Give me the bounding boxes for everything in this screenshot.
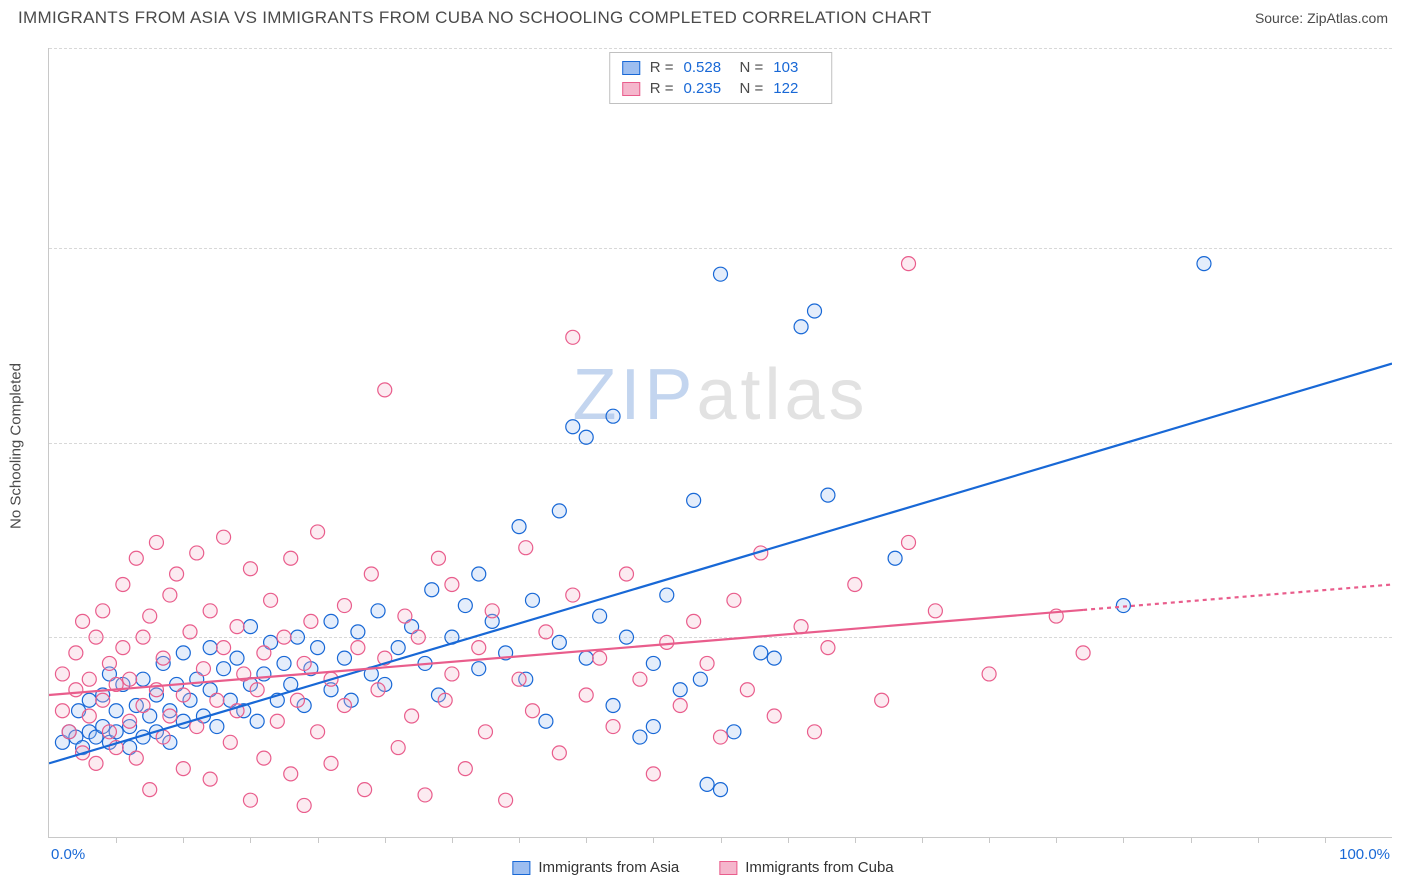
- y-tick-label: 3.8%: [1400, 629, 1406, 646]
- x-tick-max: 100.0%: [1339, 846, 1390, 863]
- legend-item-asia: Immigrants from Asia: [512, 859, 679, 876]
- legend-swatch-cuba: [719, 861, 737, 875]
- legend-swatch-cuba: [622, 82, 640, 96]
- y-tick-label: 15.0%: [1400, 40, 1406, 57]
- legend-stats-row: R = 0.235 N = 122: [622, 78, 820, 99]
- legend-item-cuba: Immigrants from Cuba: [719, 859, 893, 876]
- x-tick-min: 0.0%: [51, 846, 85, 863]
- legend-label-asia: Immigrants from Asia: [538, 859, 679, 876]
- legend-stats-row: R = 0.528 N = 103: [622, 57, 820, 78]
- legend-swatch-asia: [512, 861, 530, 875]
- n-label: N =: [740, 59, 764, 76]
- n-value-cuba: 122: [773, 80, 819, 97]
- legend-series: Immigrants from Asia Immigrants from Cub…: [512, 859, 893, 876]
- y-tick-label: 7.5%: [1400, 434, 1406, 451]
- n-value-asia: 103: [773, 59, 819, 76]
- source-label: Source:: [1255, 10, 1303, 26]
- chart-title: IMMIGRANTS FROM ASIA VS IMMIGRANTS FROM …: [18, 8, 932, 28]
- plot-svg: [49, 48, 1392, 837]
- y-tick-label: 11.2%: [1400, 239, 1406, 256]
- r-value-cuba: 0.235: [684, 80, 730, 97]
- legend-swatch-asia: [622, 61, 640, 75]
- chart-plot-area: ZIPatlas R = 0.528 N = 103 R = 0.235 N =…: [48, 48, 1392, 838]
- chart-source: Source: ZipAtlas.com: [1255, 10, 1388, 26]
- y-axis-label: No Schooling Completed: [8, 363, 25, 529]
- source-value: ZipAtlas.com: [1307, 10, 1388, 26]
- r-label: R =: [650, 80, 674, 97]
- legend-stats-box: R = 0.528 N = 103 R = 0.235 N = 122: [609, 52, 833, 104]
- r-label: R =: [650, 59, 674, 76]
- n-label: N =: [740, 80, 764, 97]
- chart-header: IMMIGRANTS FROM ASIA VS IMMIGRANTS FROM …: [0, 0, 1406, 34]
- r-value-asia: 0.528: [684, 59, 730, 76]
- legend-label-cuba: Immigrants from Cuba: [745, 859, 893, 876]
